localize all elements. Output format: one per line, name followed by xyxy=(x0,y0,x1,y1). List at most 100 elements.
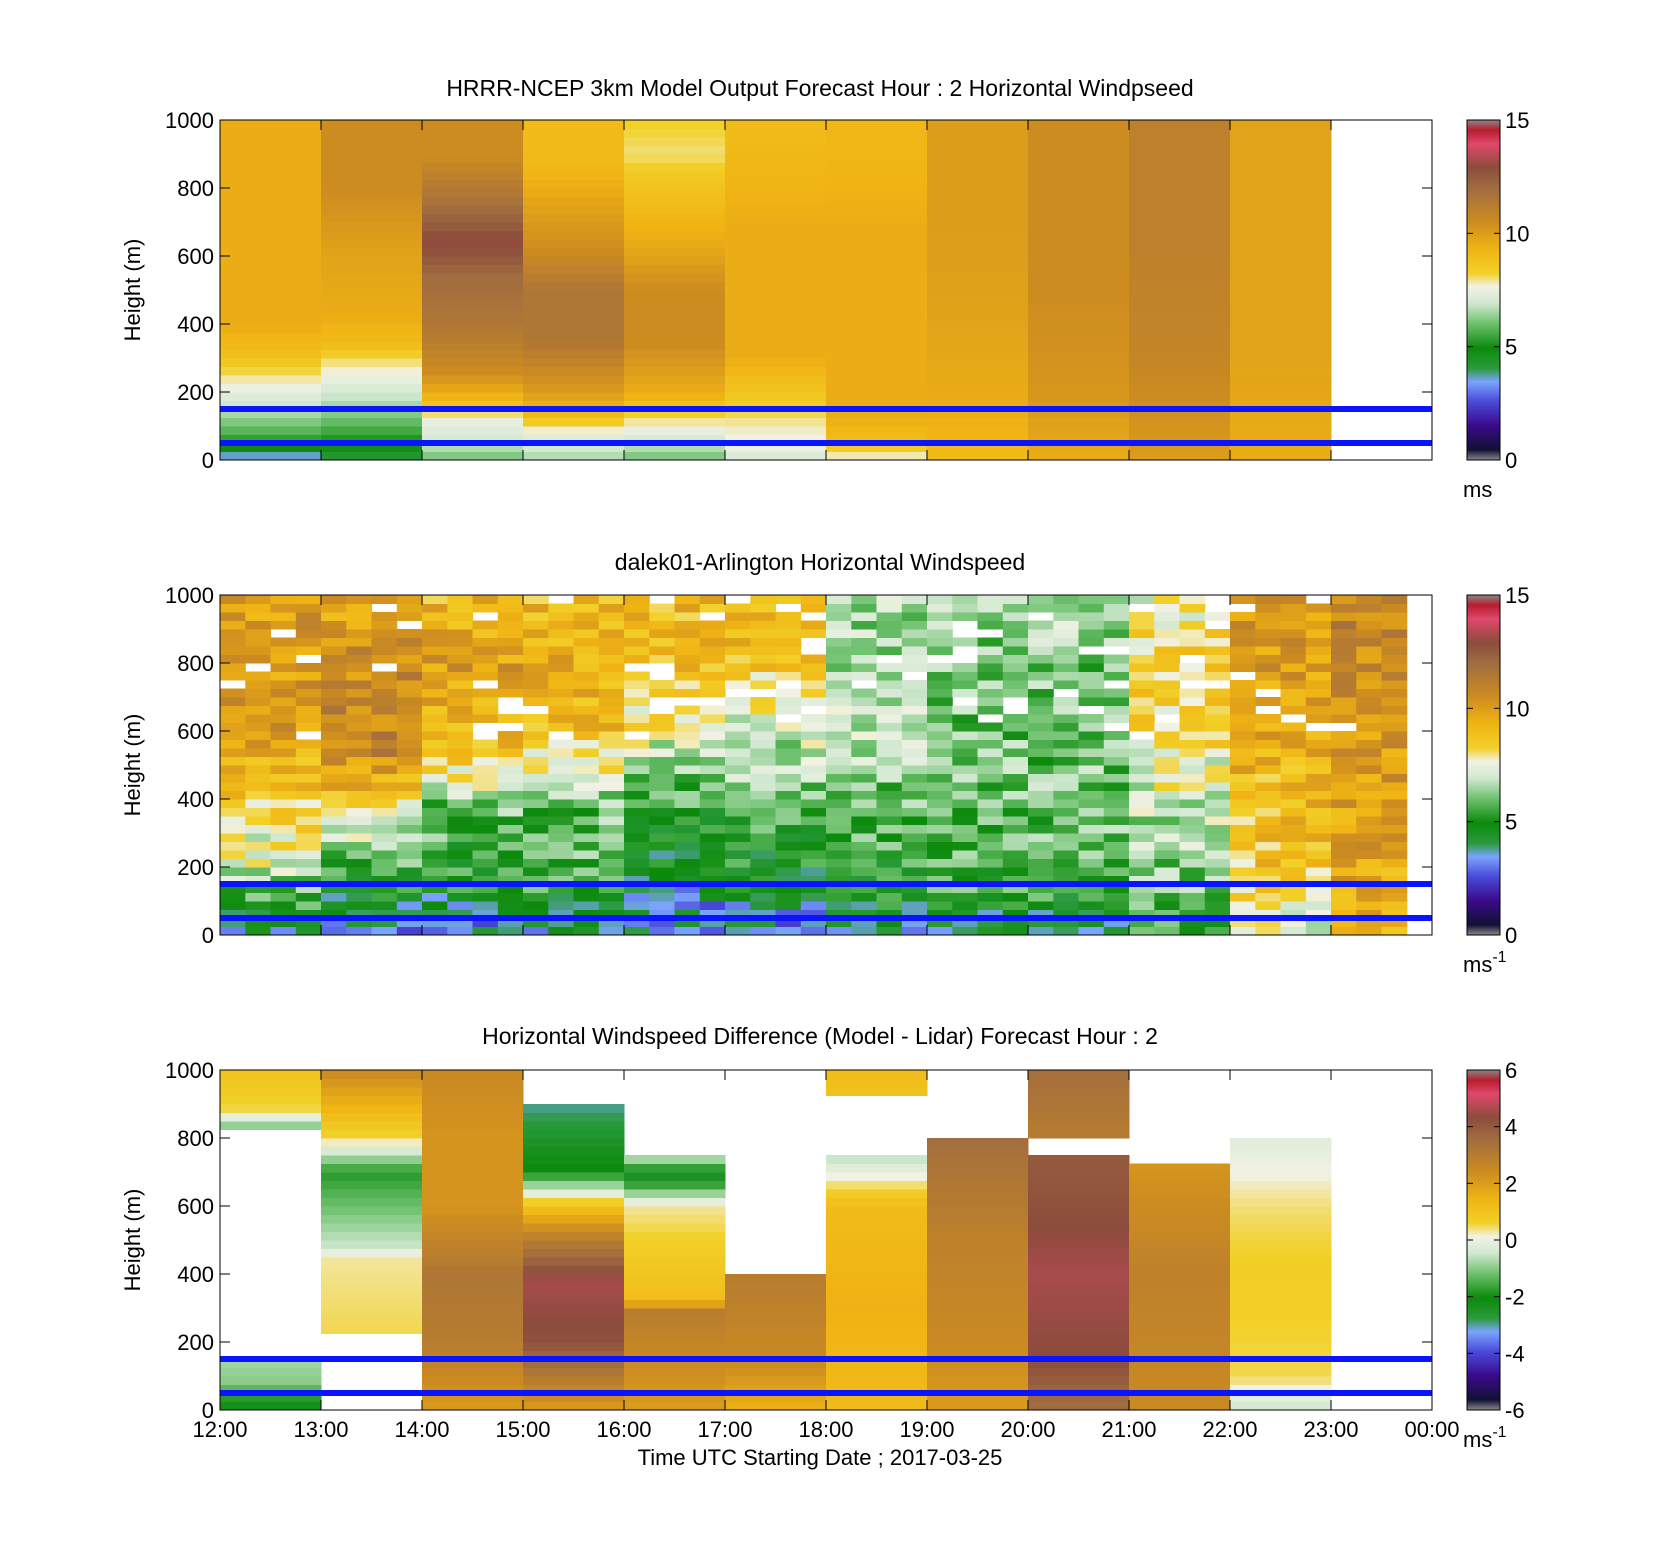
heatmap-cell xyxy=(422,612,448,621)
heatmap-cell xyxy=(422,1342,524,1351)
heatmap-cell xyxy=(1103,620,1130,630)
heatmap-cell xyxy=(295,909,322,919)
heatmap-cell xyxy=(346,858,373,868)
heatmap-cell xyxy=(775,697,802,706)
heatmap-cell xyxy=(270,773,297,783)
heatmap-cell xyxy=(371,833,398,842)
heatmap-cell xyxy=(952,731,979,740)
heatmap-cell xyxy=(1204,841,1231,851)
heatmap-cell xyxy=(876,807,903,817)
heatmap-cell xyxy=(1028,1342,1130,1351)
heatmap-cell xyxy=(826,145,928,155)
heatmap-cell xyxy=(1053,765,1080,774)
heatmap-cell xyxy=(1230,680,1256,689)
heatmap-cell xyxy=(1230,239,1332,248)
heatmap-cell xyxy=(447,739,474,749)
heatmap-cell xyxy=(523,324,625,333)
heatmap-cell xyxy=(1028,1401,1130,1411)
heatmap-cell xyxy=(1028,128,1130,138)
heatmap-cell xyxy=(1129,739,1155,749)
heatmap-cell xyxy=(649,841,676,851)
heatmap-cell xyxy=(927,756,953,766)
heatmap-cell xyxy=(927,1401,1029,1411)
heatmap-cell xyxy=(901,773,928,783)
heatmap-cell xyxy=(826,1172,928,1181)
heatmap-cell xyxy=(1230,1180,1332,1190)
heatmap-cell xyxy=(952,892,979,902)
heatmap-cell xyxy=(396,637,423,647)
heatmap-cell xyxy=(346,816,373,825)
heatmap-cell xyxy=(1002,629,1029,638)
heatmap-cell xyxy=(548,756,575,766)
heatmap-cell xyxy=(1028,773,1054,783)
heatmap-cell xyxy=(1053,816,1080,825)
heatmap-cell xyxy=(1255,926,1282,936)
heatmap-cell xyxy=(927,1393,1029,1402)
heatmap-cell xyxy=(977,612,1004,621)
heatmap-cell xyxy=(750,722,777,732)
heatmap-cell xyxy=(699,637,726,647)
heatmap-cell xyxy=(220,417,322,427)
heatmap-cell xyxy=(851,697,878,706)
heatmap-cell xyxy=(1103,833,1130,842)
heatmap-cell xyxy=(346,850,373,859)
heatmap-cell xyxy=(927,1308,1029,1317)
heatmap-cell xyxy=(497,850,524,859)
heatmap-cell xyxy=(1154,680,1181,689)
heatmap-cell xyxy=(977,765,1004,774)
heatmap-cell xyxy=(396,867,423,876)
heatmap-cell xyxy=(1230,875,1256,885)
heatmap-cell xyxy=(321,731,347,740)
heatmap-cell xyxy=(523,162,625,172)
heatmap-cell xyxy=(1103,688,1130,698)
heatmap-cell xyxy=(346,765,373,774)
heatmap-cell xyxy=(649,688,676,698)
heatmap-cell xyxy=(1028,222,1130,231)
heatmap-cell xyxy=(1331,731,1357,740)
heatmap-cell xyxy=(371,688,398,698)
heatmap-cell xyxy=(598,926,625,936)
heatmap-cell xyxy=(1381,926,1408,936)
heatmap-cell xyxy=(1129,264,1231,274)
heatmap-cell xyxy=(321,315,423,325)
heatmap-cell xyxy=(1028,1231,1130,1241)
heatmap-cell xyxy=(1305,824,1332,834)
heatmap-cell xyxy=(1230,714,1256,723)
heatmap-cell xyxy=(1356,629,1383,638)
heatmap-cell xyxy=(1154,612,1181,621)
heatmap-cell xyxy=(422,1163,524,1173)
heatmap-cell xyxy=(523,298,625,308)
heatmap-cell xyxy=(598,612,625,621)
heatmap-cell xyxy=(1230,918,1256,927)
heatmap-cell xyxy=(295,714,322,723)
heatmap-cell xyxy=(800,620,827,630)
heatmap-cell xyxy=(321,1248,423,1258)
heatmap-cell xyxy=(220,824,246,834)
heatmap-cell xyxy=(321,1112,423,1122)
heatmap-cell xyxy=(1356,646,1383,655)
heatmap-cell xyxy=(1129,443,1231,452)
heatmap-cell xyxy=(1230,654,1256,664)
colorbar-tick-label: 4 xyxy=(1505,1115,1517,1140)
heatmap-cell xyxy=(826,417,928,427)
heatmap-cell xyxy=(977,688,1004,698)
x-tick-label: 13:00 xyxy=(293,1417,348,1442)
heatmap-cell xyxy=(220,629,246,638)
heatmap-cell xyxy=(725,188,827,197)
heatmap-cell xyxy=(1230,162,1332,172)
heatmap-cell xyxy=(371,807,398,817)
heatmap-cell xyxy=(775,629,802,638)
heatmap-cell xyxy=(497,926,524,936)
heatmap-cell xyxy=(1305,850,1332,859)
heatmap-cell xyxy=(851,620,878,630)
heatmap-cell xyxy=(826,1316,928,1326)
heatmap-cell xyxy=(624,434,726,444)
heatmap-cell xyxy=(396,697,423,706)
heatmap-cell xyxy=(295,824,322,834)
heatmap-cell xyxy=(598,714,625,723)
heatmap-cell xyxy=(1103,841,1130,851)
heatmap-cell xyxy=(523,1155,625,1164)
heatmap-cell xyxy=(573,654,600,664)
heatmap-cell xyxy=(1078,688,1105,698)
heatmap-cell xyxy=(901,824,928,834)
